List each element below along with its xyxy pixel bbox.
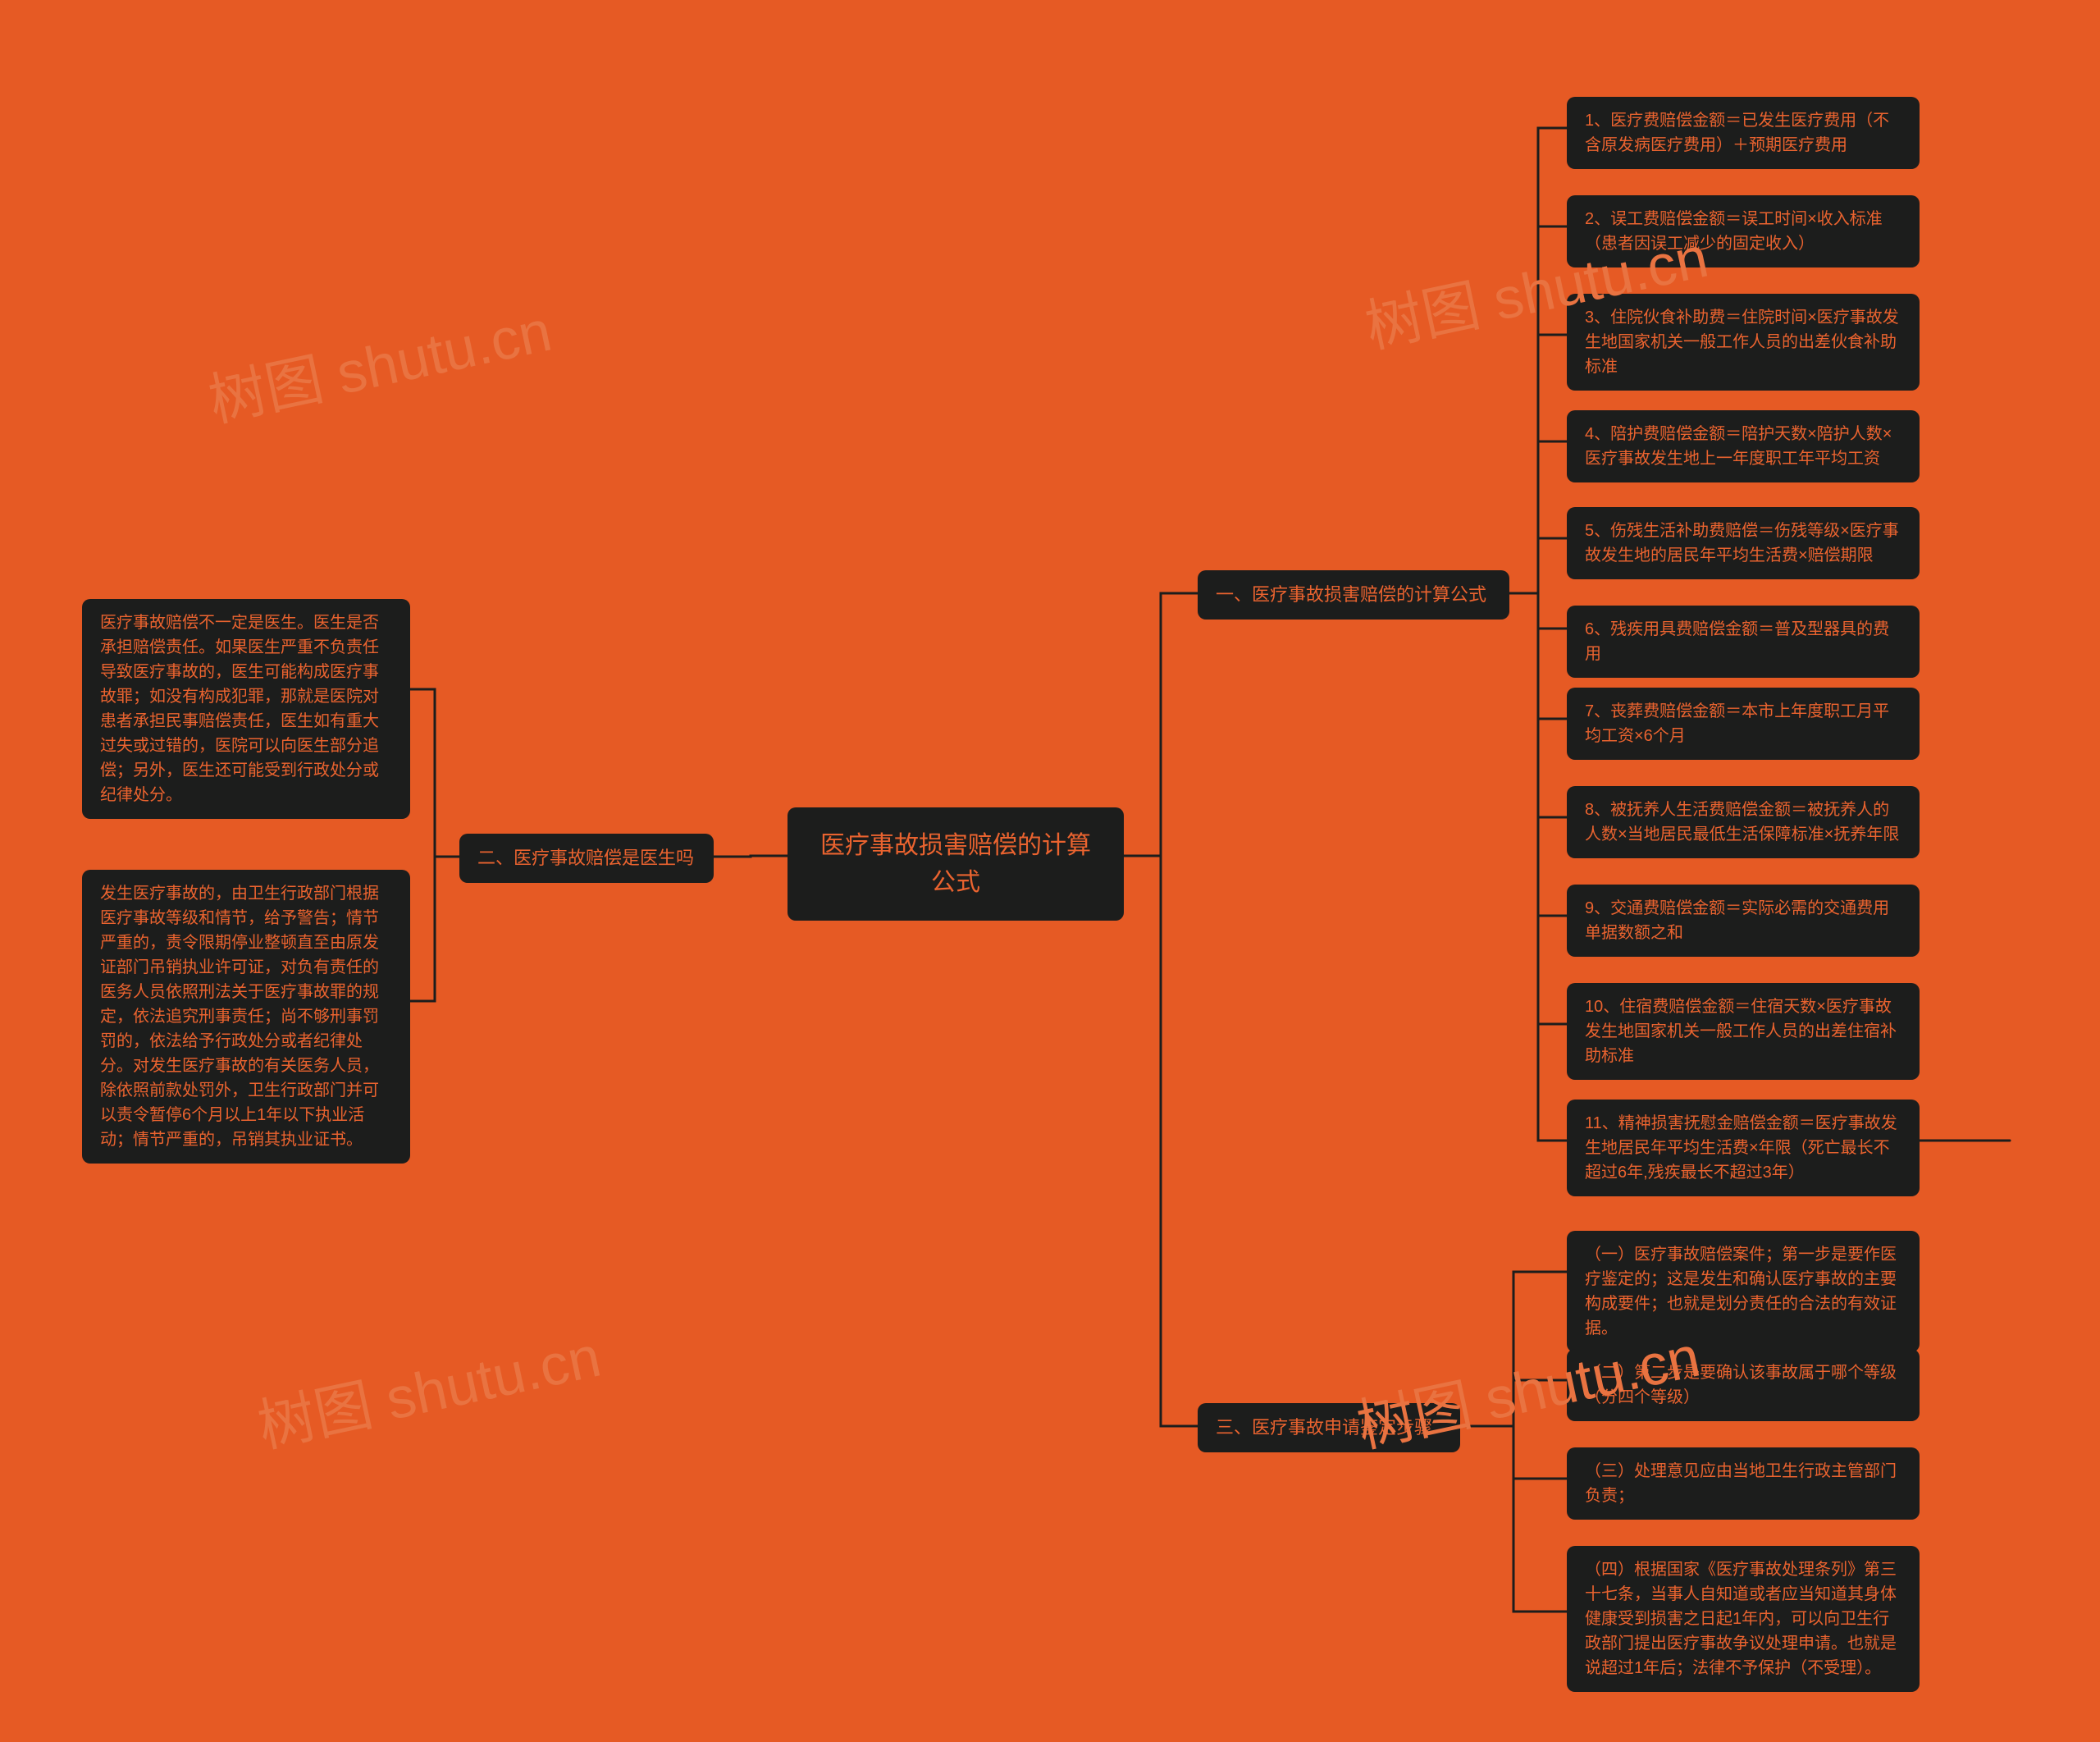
b1c9: 9、交通费赔偿金额＝实际必需的交通费用单据数额之和 [1567,885,1920,957]
b1c11: 11、精神损害抚慰金赔偿金额＝医疗事故发生地居民年平均生活费×年限（死亡最长不超… [1567,1100,1920,1196]
mindmap-canvas: 医疗事故损害赔偿的计算 公式 一、医疗事故损害赔偿的计算公式 1、医疗费赔偿金额＝已… [0,0,2100,1742]
b1c6: 6、残疾用具费赔偿金额＝普及型器具的费用 [1567,606,1920,678]
b3c2: （二）第二步是要确认该事故属于哪个等级（分四个等级） [1567,1349,1920,1421]
b1c10: 10、住宿费赔偿金额＝住宿天数×医疗事故发生地国家机关一般工作人员的出差住宿补助… [1567,983,1920,1080]
root: 医疗事故损害赔偿的计算 公式 [788,807,1124,921]
b2c2: 发生医疗事故的，由卫生行政部门根据医疗事故等级和情节，给予警告；情节严重的，责令… [82,870,410,1164]
b1c7: 7、丧葬费赔偿金额＝本市上年度职工月平均工资×6个月 [1567,688,1920,760]
b1c1: 1、医疗费赔偿金额＝已发生医疗费用（不含原发病医疗费用）＋预期医疗费用 [1567,97,1920,169]
b2c1: 医疗事故赔偿不一定是医生。医生是否承担赔偿责任。如果医生严重不负责任导致医疗事故… [82,599,410,819]
b1c5: 5、伤残生活补助费赔偿＝伤残等级×医疗事故发生地的居民年平均生活费×赔偿期限 [1567,507,1920,579]
b3c3: （三）处理意见应由当地卫生行政主管部门负责； [1567,1447,1920,1520]
b1: 一、医疗事故损害赔偿的计算公式 [1198,570,1509,620]
b3c4: （四）根据国家《医疗事故处理条列》第三十七条，当事人自知道或者应当知道其身体健康… [1567,1546,1920,1692]
b1c3: 3、住院伙食补助费＝住院时间×医疗事故发生地国家机关一般工作人员的出差伙食补助标… [1567,294,1920,391]
b1c8: 8、被抚养人生活费赔偿金额＝被抚养人的人数×当地居民最低生活保障标准×抚养年限 [1567,786,1920,858]
watermark: 树图 shutu.cn [249,1310,607,1464]
b1c4: 4、陪护费赔偿金额＝陪护天数×陪护人数×医疗事故发生地上一年度职工年平均工资 [1567,410,1920,482]
b3c1: （一）医疗事故赔偿案件；第一步是要作医疗鉴定的；这是发生和确认医疗事故的主要构成… [1567,1231,1920,1352]
b1c2: 2、误工费赔偿金额＝误工时间×收入标准（患者因误工减少的固定收入） [1567,195,1920,267]
b2: 二、医疗事故赔偿是医生吗 [459,834,714,883]
watermark: 树图 shutu.cn [200,285,558,438]
b3: 三、医疗事故申请鉴定步骤 [1198,1403,1460,1452]
